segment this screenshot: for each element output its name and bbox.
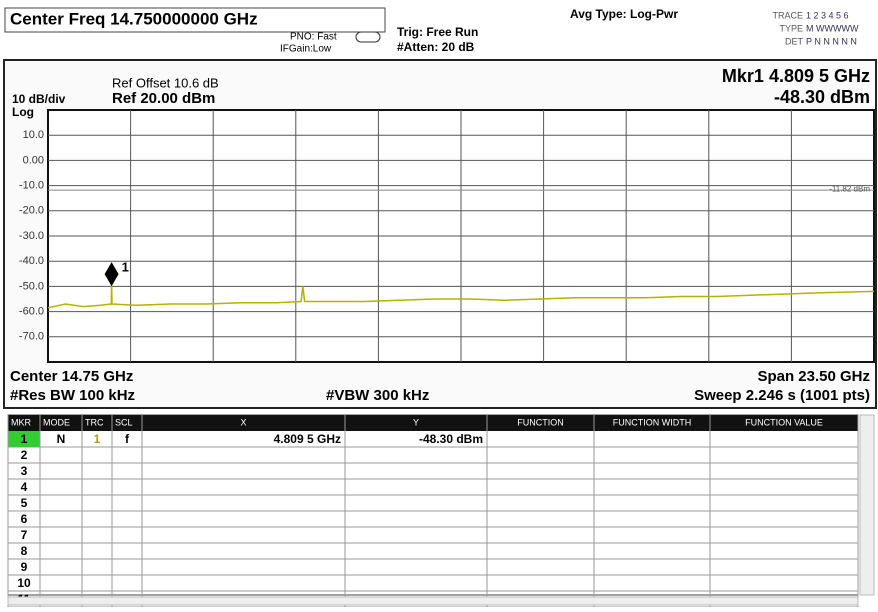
- marker-label: 1: [122, 260, 129, 275]
- center-freq: Center Freq 14.750000000 GHz: [10, 9, 258, 28]
- table-cell: 4.809 5 GHz: [274, 432, 341, 446]
- table-header: X: [240, 417, 246, 427]
- center: Center 14.75 GHz: [10, 368, 133, 385]
- trig-icon: [355, 31, 381, 43]
- trig: Trig: Free Run: [397, 25, 478, 39]
- freq-box: [4, 7, 386, 33]
- table-header: Y: [413, 417, 419, 427]
- atten: #Atten: 20 dB: [397, 40, 475, 54]
- table-cell: N: [57, 432, 66, 446]
- y-tick-label: -30.0: [19, 230, 44, 242]
- table-cell: 1: [94, 432, 101, 446]
- table-cell: 3: [21, 464, 28, 478]
- y-tick-label: -60.0: [19, 306, 44, 318]
- sweep: Sweep 2.246 s (1001 pts): [694, 387, 870, 404]
- active-row-cell: [8, 431, 40, 447]
- span: Span 23.50 GHz: [757, 368, 870, 385]
- table-cell: 9: [21, 560, 28, 574]
- table-cell: 10: [17, 576, 31, 590]
- y-tick-label: -10.0: [19, 180, 44, 192]
- y-tick-label: 0.00: [23, 154, 44, 166]
- table-cell: 1: [21, 432, 28, 446]
- y-tick-label: -20.0: [19, 205, 44, 217]
- scale: 10 dB/div: [12, 92, 66, 106]
- det-label: DET: [785, 36, 804, 46]
- ifgain: IFGain:Low: [280, 44, 332, 55]
- marker-freq: Mkr1 4.809 5 GHz: [722, 66, 870, 86]
- table-cell: 2: [21, 448, 28, 462]
- table-header: FUNCTION VALUE: [745, 417, 823, 427]
- y-tick-label: -50.0: [19, 280, 44, 292]
- pno: PNO: Fast: [290, 32, 337, 43]
- avg-type: Avg Type: Log-Pwr: [570, 7, 678, 21]
- scrollbar: [859, 414, 875, 596]
- trace-label: TRACE: [772, 10, 803, 20]
- det-vals: P N N N N N: [806, 36, 857, 46]
- table-header-bg: [8, 415, 858, 431]
- display-line-label: -11.82 dBm: [829, 184, 870, 193]
- h-scrollbar: [7, 596, 859, 606]
- table-header: MKR: [11, 417, 32, 427]
- table-cell: 7: [21, 528, 28, 542]
- rbw: #Res BW 100 kHz: [10, 387, 135, 404]
- table-header: FUNCTION WIDTH: [613, 417, 692, 427]
- type-label: TYPE: [779, 23, 803, 33]
- table-cell: 8: [21, 544, 28, 558]
- table-cell: 4: [21, 480, 28, 494]
- table-cell: 6: [21, 512, 28, 526]
- ref-offset: Ref Offset 10.6 dB: [112, 75, 219, 90]
- marker: [104, 262, 119, 287]
- table-header: FUNCTION: [517, 417, 564, 427]
- table-cell: f: [125, 432, 130, 446]
- y-tick-label: 10.0: [23, 129, 44, 141]
- y-tick-label: -40.0: [19, 255, 44, 267]
- table-header: TRC: [85, 417, 104, 427]
- type-vals: M WWWWW: [806, 23, 859, 33]
- table-cell: -48.30 dBm: [419, 432, 483, 446]
- ref-level: Ref 20.00 dBm: [112, 90, 215, 107]
- table-header: SCL: [115, 417, 133, 427]
- table-header: MODE: [43, 417, 70, 427]
- table-cell: 5: [21, 496, 28, 510]
- log: Log: [12, 105, 34, 119]
- marker-amp: -48.30 dBm: [774, 87, 870, 107]
- trace-nums: 1 2 3 4 5 6: [806, 10, 849, 20]
- y-tick-label: -70.0: [19, 331, 44, 343]
- table-frame: [7, 414, 859, 596]
- vbw: #VBW 300 kHz: [326, 387, 429, 404]
